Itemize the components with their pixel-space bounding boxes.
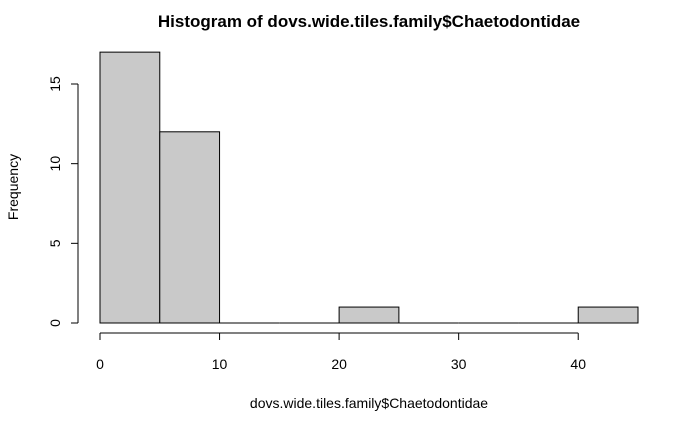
y-tick-label-15: 15 [47, 76, 63, 92]
y-tick-label-5: 5 [47, 239, 63, 247]
y-axis-label: Frequency [5, 154, 21, 220]
x-axis: 0 10 20 30 40 [96, 332, 586, 372]
y-axis: 0 5 10 15 [47, 76, 79, 327]
histogram-bar-1 [159, 131, 221, 324]
x-axis-label: dovs.wide.tiles.family$Chaetodontidae [250, 395, 488, 411]
y-tick-label-0: 0 [47, 319, 63, 327]
x-tick-label-0: 0 [96, 356, 104, 372]
x-tick-label-40: 40 [570, 356, 586, 372]
chart-title: Histogram of dovs.wide.tiles.family$Chae… [158, 12, 580, 31]
bars-group [99, 51, 639, 324]
x-tick-label-20: 20 [331, 356, 347, 372]
histogram-bar-0 [99, 51, 161, 324]
x-tick-label-30: 30 [451, 356, 467, 372]
histogram-bar-4 [338, 306, 400, 324]
x-tick-label-10: 10 [212, 356, 228, 372]
histogram-bar-8 [577, 306, 639, 324]
y-tick-label-10: 10 [47, 156, 63, 172]
